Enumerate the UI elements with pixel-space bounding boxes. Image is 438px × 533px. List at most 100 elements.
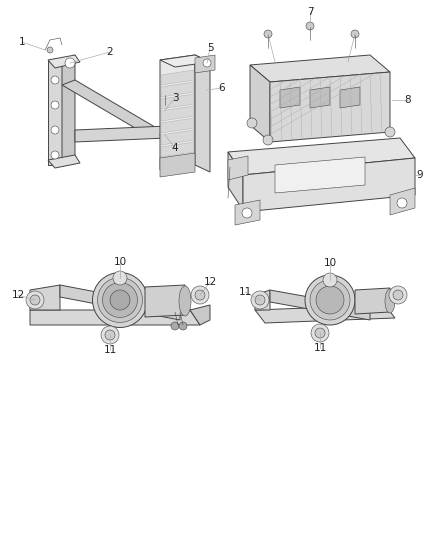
Text: 12: 12: [203, 277, 217, 287]
Circle shape: [351, 30, 359, 38]
Circle shape: [179, 322, 187, 330]
Circle shape: [315, 328, 325, 338]
Text: 8: 8: [405, 95, 411, 105]
Text: 6: 6: [219, 83, 225, 93]
Polygon shape: [160, 153, 195, 177]
Text: 9: 9: [417, 170, 423, 180]
Text: 12: 12: [11, 290, 25, 300]
Ellipse shape: [310, 280, 350, 320]
Circle shape: [393, 290, 403, 300]
Circle shape: [255, 295, 265, 305]
Ellipse shape: [305, 275, 355, 325]
Polygon shape: [270, 290, 370, 320]
Polygon shape: [250, 55, 390, 82]
Polygon shape: [270, 72, 390, 142]
Polygon shape: [161, 106, 194, 121]
Circle shape: [51, 126, 59, 134]
Circle shape: [105, 330, 115, 340]
Circle shape: [101, 326, 119, 344]
Circle shape: [191, 286, 209, 304]
Circle shape: [251, 291, 269, 309]
Ellipse shape: [102, 282, 138, 318]
Polygon shape: [160, 55, 210, 67]
Polygon shape: [250, 65, 270, 142]
Circle shape: [203, 59, 211, 67]
Polygon shape: [161, 154, 194, 169]
Polygon shape: [235, 200, 260, 225]
Circle shape: [30, 295, 40, 305]
Ellipse shape: [92, 272, 148, 327]
Ellipse shape: [98, 278, 142, 322]
Circle shape: [26, 291, 44, 309]
Circle shape: [47, 47, 53, 53]
Text: 3: 3: [172, 93, 178, 103]
Polygon shape: [160, 55, 195, 170]
Circle shape: [397, 198, 407, 208]
Text: 5: 5: [207, 43, 213, 53]
Polygon shape: [255, 305, 395, 323]
Ellipse shape: [316, 286, 344, 314]
Polygon shape: [243, 158, 415, 212]
Polygon shape: [161, 70, 194, 85]
Polygon shape: [30, 285, 60, 310]
Polygon shape: [340, 87, 360, 108]
Polygon shape: [190, 305, 210, 325]
Polygon shape: [390, 188, 415, 215]
Polygon shape: [48, 155, 80, 168]
Polygon shape: [161, 130, 194, 145]
Text: 10: 10: [323, 258, 336, 268]
Text: 10: 10: [113, 257, 127, 267]
Polygon shape: [280, 87, 300, 108]
Circle shape: [242, 208, 252, 218]
Polygon shape: [195, 55, 210, 172]
Polygon shape: [161, 82, 194, 97]
Text: 11: 11: [238, 287, 251, 297]
Ellipse shape: [385, 289, 395, 313]
Polygon shape: [228, 152, 243, 210]
Circle shape: [195, 290, 205, 300]
Polygon shape: [30, 310, 200, 325]
Polygon shape: [228, 138, 415, 175]
Circle shape: [247, 118, 257, 128]
Polygon shape: [145, 285, 185, 317]
Polygon shape: [60, 285, 180, 320]
Text: 11: 11: [103, 345, 117, 355]
Ellipse shape: [179, 286, 191, 316]
Polygon shape: [62, 55, 75, 165]
Circle shape: [113, 271, 127, 285]
Circle shape: [323, 273, 337, 287]
Circle shape: [385, 127, 395, 137]
Polygon shape: [275, 157, 365, 193]
Circle shape: [389, 286, 407, 304]
Polygon shape: [355, 288, 390, 314]
Polygon shape: [228, 156, 248, 180]
Polygon shape: [48, 60, 62, 165]
Circle shape: [160, 130, 170, 140]
Polygon shape: [75, 125, 190, 142]
Text: 1: 1: [19, 37, 25, 47]
Polygon shape: [195, 55, 215, 73]
Polygon shape: [161, 142, 194, 157]
Circle shape: [51, 76, 59, 84]
Polygon shape: [310, 87, 330, 108]
Circle shape: [51, 101, 59, 109]
Circle shape: [171, 322, 179, 330]
Circle shape: [65, 58, 75, 68]
Polygon shape: [161, 94, 194, 109]
Text: 4: 4: [172, 143, 178, 153]
Circle shape: [306, 22, 314, 30]
Circle shape: [264, 30, 272, 38]
Ellipse shape: [110, 290, 130, 310]
Polygon shape: [161, 118, 194, 133]
Polygon shape: [62, 80, 160, 135]
Text: 7: 7: [307, 7, 313, 17]
Polygon shape: [255, 290, 270, 310]
Polygon shape: [190, 115, 205, 132]
Circle shape: [161, 106, 169, 114]
Polygon shape: [48, 55, 80, 68]
Circle shape: [263, 135, 273, 145]
Circle shape: [311, 324, 329, 342]
Text: 11: 11: [313, 343, 327, 353]
Circle shape: [51, 151, 59, 159]
Text: 2: 2: [107, 47, 113, 57]
